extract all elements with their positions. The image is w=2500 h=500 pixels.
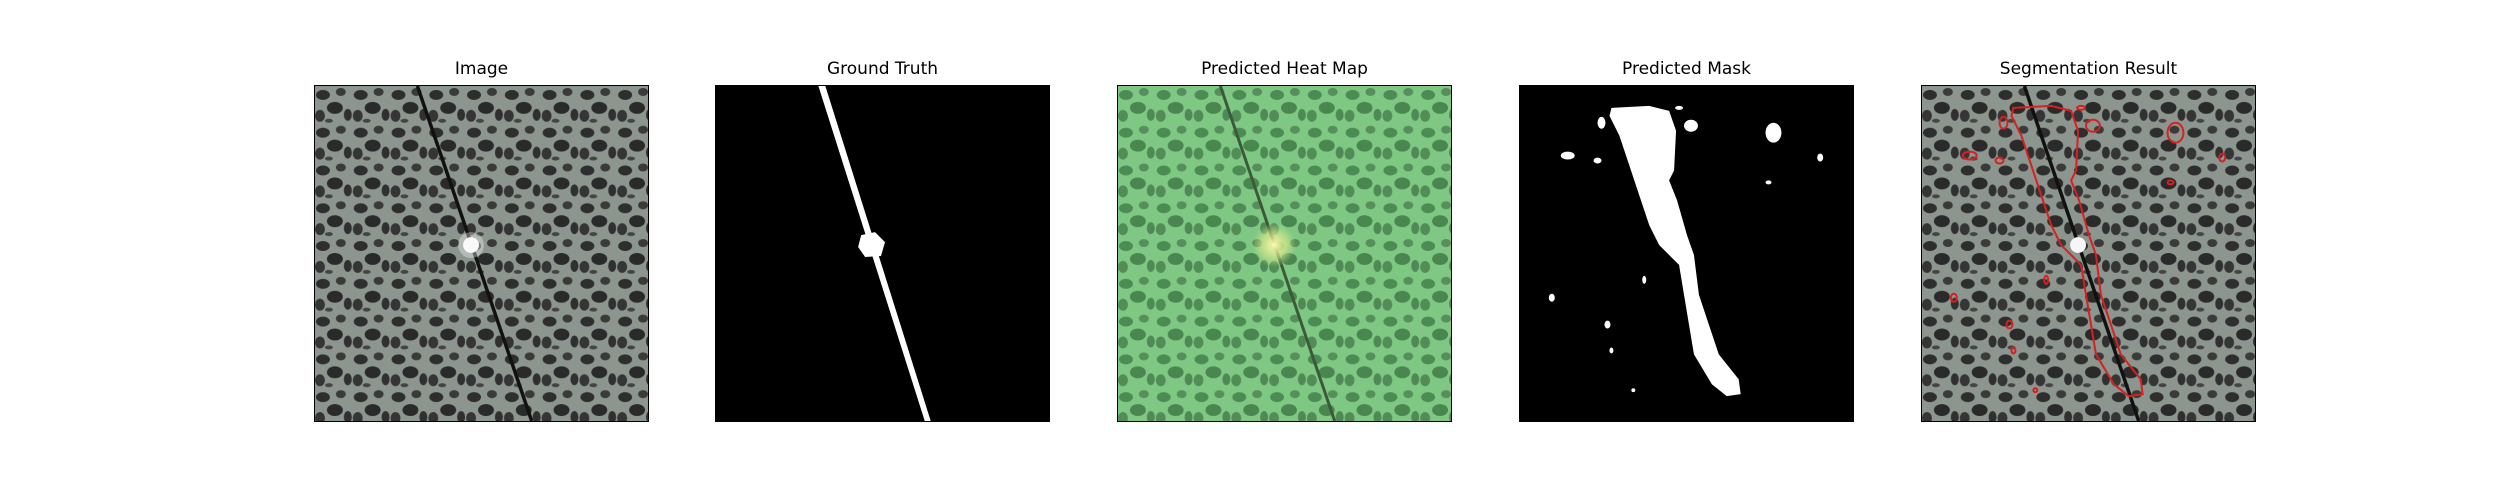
predicted-mask [1520,86,1853,421]
surface-image [315,86,648,421]
segmentation-overlay [1922,86,2255,421]
panel-image: Image [314,59,649,422]
panel-title: Segmentation Result [1999,59,2178,79]
panel-title: Predicted Mask [1622,59,1751,79]
ground-truth-frame [715,85,1050,422]
panel-title: Predicted Heat Map [1201,59,1368,79]
panel-heat-map: Predicted Heat Map [1117,59,1452,422]
ground-truth-mask [716,86,1049,421]
image-frame [314,85,649,422]
panel-predicted-mask: Predicted Mask [1519,59,1854,422]
panel-segmentation-result: Segmentation Result [1921,59,2256,422]
heat-map-frame [1117,85,1452,422]
panel-title: Image [454,59,509,79]
segmentation-frame [1921,85,2256,422]
panel-title: Ground Truth [826,59,939,79]
heat-map-overlay [1118,86,1451,421]
panel-ground-truth: Ground Truth [715,59,1050,422]
predicted-mask-frame [1519,85,1854,422]
